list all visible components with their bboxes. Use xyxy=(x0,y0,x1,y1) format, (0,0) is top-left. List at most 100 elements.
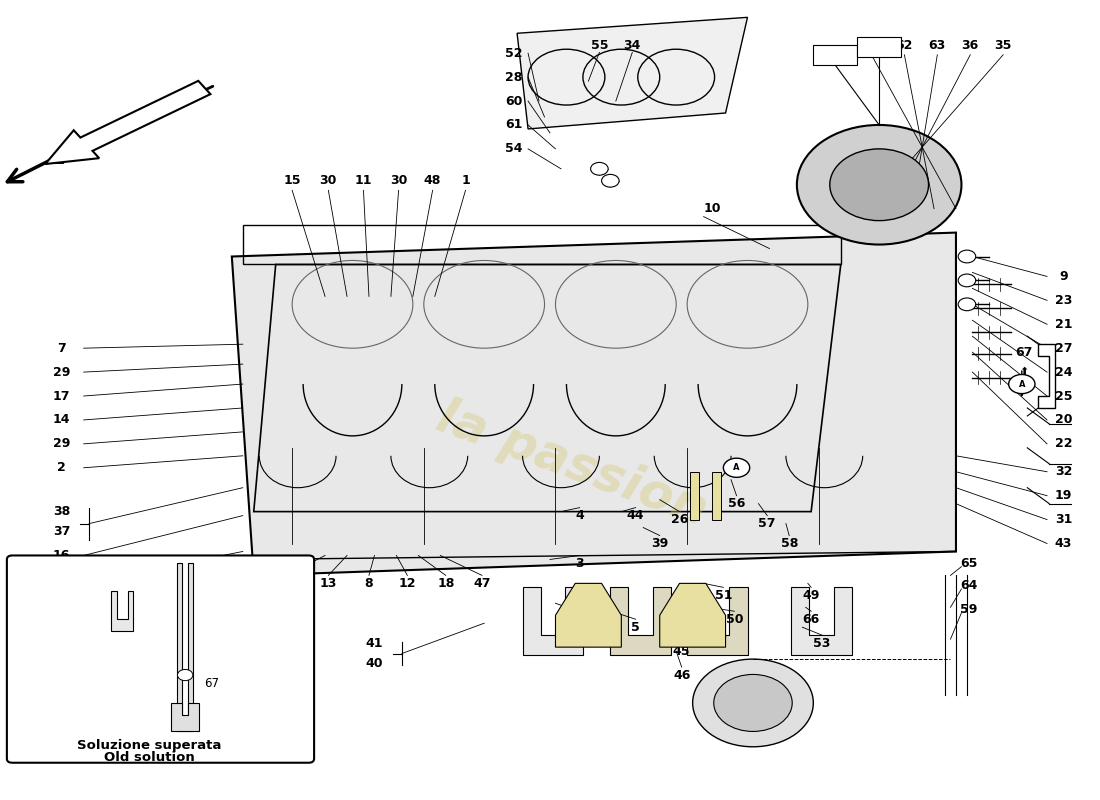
Text: 60: 60 xyxy=(505,94,522,107)
Text: 33: 33 xyxy=(862,38,880,52)
Circle shape xyxy=(714,674,792,731)
Text: 34: 34 xyxy=(624,38,641,52)
Polygon shape xyxy=(1038,344,1055,408)
Text: 20: 20 xyxy=(1055,414,1072,426)
Text: 42: 42 xyxy=(673,621,691,634)
Text: 1: 1 xyxy=(461,174,470,187)
Text: 3: 3 xyxy=(575,557,584,570)
Text: 66: 66 xyxy=(803,613,820,626)
Circle shape xyxy=(796,125,961,245)
Text: 8: 8 xyxy=(364,577,373,590)
Text: 41: 41 xyxy=(365,637,383,650)
Text: 50: 50 xyxy=(726,613,744,626)
Text: 25: 25 xyxy=(1055,390,1072,402)
Text: 40: 40 xyxy=(365,657,383,670)
Text: 48: 48 xyxy=(424,174,441,187)
Text: 38: 38 xyxy=(53,505,70,518)
Circle shape xyxy=(958,298,976,310)
Circle shape xyxy=(829,149,928,221)
Text: 58: 58 xyxy=(781,537,798,550)
Text: 22: 22 xyxy=(1055,438,1072,450)
Circle shape xyxy=(958,250,976,263)
Text: 9: 9 xyxy=(1059,270,1068,283)
Text: 61: 61 xyxy=(505,118,522,131)
Text: 59: 59 xyxy=(960,603,978,616)
FancyBboxPatch shape xyxy=(7,555,315,762)
Text: 52: 52 xyxy=(505,46,522,60)
Text: Soluzione superata: Soluzione superata xyxy=(77,739,222,752)
Text: 56: 56 xyxy=(728,497,745,510)
Text: 13: 13 xyxy=(320,577,337,590)
Polygon shape xyxy=(517,18,748,129)
Text: 6: 6 xyxy=(597,621,606,634)
Text: 26: 26 xyxy=(671,513,689,526)
Text: 12: 12 xyxy=(398,577,416,590)
Text: 16: 16 xyxy=(53,549,70,562)
Text: 29: 29 xyxy=(53,438,70,450)
Text: 67: 67 xyxy=(205,677,219,690)
Bar xyxy=(691,472,700,519)
Text: 45: 45 xyxy=(673,645,691,658)
Bar xyxy=(713,472,722,519)
Circle shape xyxy=(1009,374,1035,394)
Text: 2: 2 xyxy=(57,577,66,590)
Text: 43: 43 xyxy=(1055,537,1072,550)
Text: 14: 14 xyxy=(53,414,70,426)
Text: 36: 36 xyxy=(961,38,979,52)
Text: 39: 39 xyxy=(651,537,669,550)
Text: 17: 17 xyxy=(53,390,70,402)
Polygon shape xyxy=(111,591,133,631)
Text: 30: 30 xyxy=(320,174,337,187)
Text: 5: 5 xyxy=(631,621,640,634)
Text: 65: 65 xyxy=(960,557,978,570)
Text: Old solution: Old solution xyxy=(104,750,195,764)
Text: 23: 23 xyxy=(1055,294,1072,307)
Text: 35: 35 xyxy=(994,38,1012,52)
Text: A: A xyxy=(1019,379,1025,389)
Text: 18: 18 xyxy=(278,577,296,590)
Text: 21: 21 xyxy=(1055,318,1072,330)
Text: 24: 24 xyxy=(1055,366,1072,378)
Text: 47: 47 xyxy=(473,577,491,590)
Bar xyxy=(857,38,901,57)
Text: 53: 53 xyxy=(813,637,830,650)
Text: 29: 29 xyxy=(53,366,70,378)
Text: 4: 4 xyxy=(575,509,584,522)
Polygon shape xyxy=(556,583,622,647)
Text: 37: 37 xyxy=(53,525,70,538)
Text: 19: 19 xyxy=(1055,489,1072,502)
Text: ⬆: ⬆ xyxy=(1020,367,1028,377)
Text: 28: 28 xyxy=(505,70,522,84)
Polygon shape xyxy=(172,703,199,731)
Polygon shape xyxy=(232,233,956,575)
Polygon shape xyxy=(660,583,726,647)
Text: 7: 7 xyxy=(57,342,66,354)
Polygon shape xyxy=(688,587,748,655)
Text: 67: 67 xyxy=(1015,346,1033,358)
Text: 46: 46 xyxy=(673,669,691,682)
Circle shape xyxy=(602,174,619,187)
Text: 18: 18 xyxy=(437,577,454,590)
Text: 63: 63 xyxy=(928,38,946,52)
Text: 27: 27 xyxy=(1055,342,1072,354)
Circle shape xyxy=(693,659,813,746)
Text: 64: 64 xyxy=(960,579,978,592)
Text: 44: 44 xyxy=(627,509,645,522)
Text: 51: 51 xyxy=(715,589,733,602)
Polygon shape xyxy=(522,587,583,655)
Text: 31: 31 xyxy=(1055,513,1072,526)
Text: 11: 11 xyxy=(354,174,372,187)
Circle shape xyxy=(958,274,976,286)
Circle shape xyxy=(724,458,750,478)
Text: A: A xyxy=(734,463,740,472)
Polygon shape xyxy=(791,587,851,655)
Polygon shape xyxy=(177,563,194,731)
Circle shape xyxy=(177,670,192,681)
Text: 62: 62 xyxy=(895,38,913,52)
Text: 54: 54 xyxy=(505,142,522,155)
Circle shape xyxy=(591,162,608,175)
Text: 30: 30 xyxy=(389,174,407,187)
Text: 57: 57 xyxy=(759,517,775,530)
Polygon shape xyxy=(45,81,210,164)
Text: 49: 49 xyxy=(803,589,820,602)
